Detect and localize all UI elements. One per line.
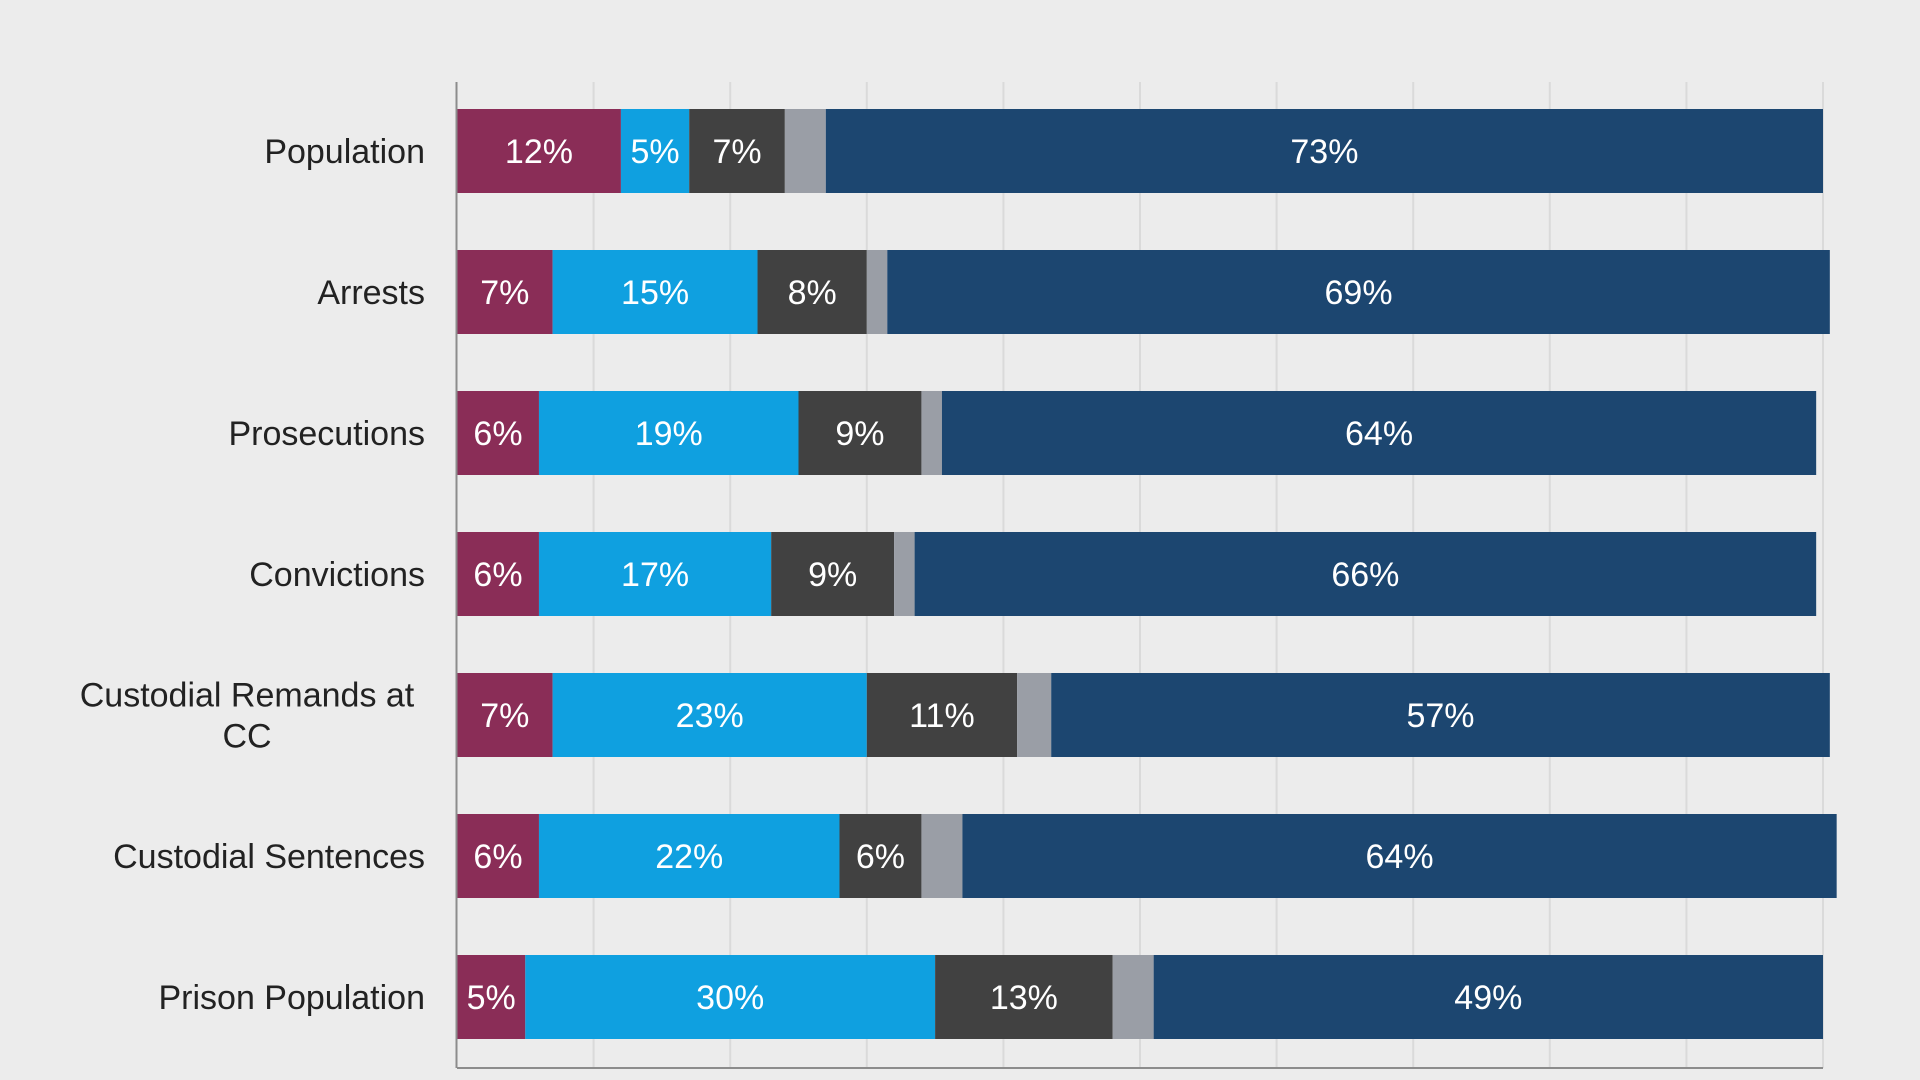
data-label: 5%: [467, 979, 516, 1017]
bar-segment: [798, 391, 922, 475]
bar-segment: [866, 673, 1018, 757]
bar-segment: [914, 532, 1817, 616]
axes: [455, 82, 1823, 1069]
category-labels: Population Arrests Prosecutions Convictions…: [80, 133, 425, 1017]
bar-segment: [887, 250, 1830, 334]
category-label: Arrests: [317, 274, 425, 312]
category-label: Custodial Sentences: [113, 838, 425, 876]
data-label: 7%: [480, 697, 529, 735]
bar-segment: [620, 109, 690, 193]
data-label: 9%: [835, 415, 884, 453]
data-label: 66%: [1331, 556, 1399, 594]
bar-segment: [457, 391, 539, 475]
data-label: 5%: [630, 133, 679, 171]
bar-segment: [538, 532, 772, 616]
bar-segment: [525, 955, 936, 1039]
bar-segment: [689, 109, 785, 193]
data-label: 9%: [808, 556, 857, 594]
bar-segment: [538, 391, 799, 475]
data-label: 64%: [1366, 838, 1434, 876]
data-label: 19%: [635, 415, 703, 453]
bar-segment: [921, 814, 963, 898]
bar-segment: [1153, 955, 1823, 1039]
bar-segment: [538, 814, 840, 898]
bar-segment: [457, 814, 539, 898]
bar-segment: [866, 250, 888, 334]
bar-segment: [894, 532, 915, 616]
bar-segment: [771, 532, 895, 616]
bar-segment: [552, 673, 867, 757]
data-label: 8%: [788, 274, 837, 312]
data-label: 64%: [1345, 415, 1413, 453]
bar-segment: [941, 391, 1817, 475]
bar-segment: [552, 250, 758, 334]
data-label: 73%: [1290, 133, 1358, 171]
data-label: 57%: [1406, 697, 1474, 735]
data-label: 22%: [655, 838, 723, 876]
category-label: Prison Population: [158, 979, 425, 1017]
bar-segment: [757, 250, 867, 334]
bar-segment: [1112, 955, 1154, 1039]
data-label: 30%: [696, 979, 764, 1017]
bar-segment: [935, 955, 1113, 1039]
bar-segment: [921, 391, 942, 475]
data-label: 6%: [473, 556, 522, 594]
data-label: 7%: [712, 133, 761, 171]
data-label: 7%: [480, 274, 529, 312]
data-label: 23%: [676, 697, 744, 735]
bar-segment: [457, 673, 553, 757]
data-label: 69%: [1325, 274, 1393, 312]
data-label: 49%: [1454, 979, 1522, 1017]
bar-segment: [825, 109, 1823, 193]
bar-segments: 12% 5% 7% 73% 7% 15% 8% 69% 6% 19% 9% 64% 6% 17% 9% 66%…: [457, 109, 1837, 1039]
bar-segment: [1051, 673, 1830, 757]
data-label: 6%: [856, 838, 905, 876]
bar-segment: [839, 814, 922, 898]
data-label: 11%: [909, 697, 975, 735]
bar-segment: [457, 250, 553, 334]
bar-segment: [962, 814, 1837, 898]
data-label: 6%: [473, 415, 522, 453]
bar-segment: [457, 955, 526, 1039]
category-label: Population: [264, 133, 425, 171]
category-label: Custodial Remands at CC: [80, 677, 415, 756]
category-label: Prosecutions: [228, 415, 425, 453]
data-label: 15%: [621, 274, 689, 312]
category-label: Convictions: [249, 556, 425, 594]
data-label: 12%: [505, 133, 573, 171]
bar-segment: [457, 532, 539, 616]
bar-segment: [457, 109, 621, 193]
bar-segment: [1017, 673, 1052, 757]
data-label: 13%: [990, 979, 1058, 1017]
data-label: 6%: [473, 838, 522, 876]
bar-segment: [784, 109, 826, 193]
data-label: 17%: [621, 556, 689, 594]
